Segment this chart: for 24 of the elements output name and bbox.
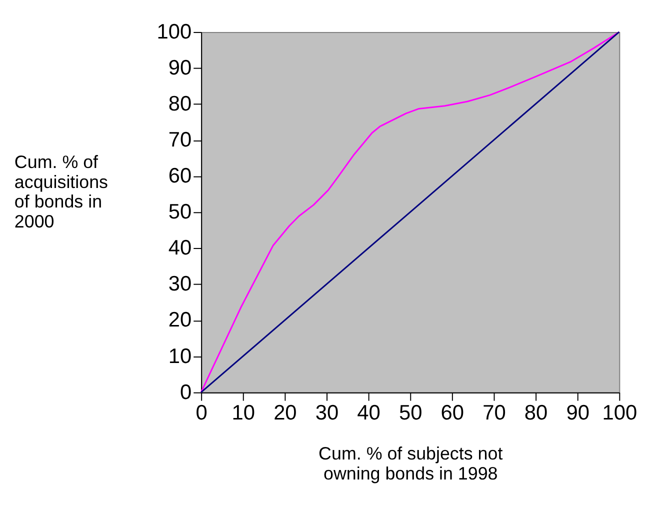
y-tick-label: 20	[168, 308, 192, 332]
x-tick-label: 30	[315, 402, 339, 425]
x-tick-label: 20	[274, 402, 297, 425]
x-tick-label: 50	[398, 402, 422, 425]
x-tick-label: 40	[357, 402, 380, 425]
x-tick-label: 80	[524, 402, 548, 425]
y-tick-label: 100	[156, 20, 192, 44]
x-tick-label: 100	[602, 402, 638, 425]
y-tick-label: 80	[168, 92, 192, 116]
x-tick-label: 60	[440, 402, 464, 425]
y-tick-label: 60	[168, 164, 192, 188]
y-tick-label: 50	[168, 200, 192, 224]
x-tick-label: 0	[196, 402, 208, 425]
y-tick-label: 40	[168, 236, 192, 260]
y-axis-title: Cum. % of acquisitions of bonds in 2000	[14, 152, 108, 232]
y-tick-label: 30	[168, 272, 192, 296]
y-tick-label: 10	[168, 344, 192, 368]
x-tick-label: 10	[232, 402, 256, 425]
x-axis-title: Cum. % of subjects not owning bonds in 1998	[318, 444, 503, 484]
y-tick-label: 90	[168, 56, 192, 80]
x-tick-label: 70	[482, 402, 506, 425]
x-tick-label: 90	[566, 402, 590, 425]
y-tick-label: 70	[168, 128, 192, 152]
y-tick-label: 0	[180, 380, 192, 404]
